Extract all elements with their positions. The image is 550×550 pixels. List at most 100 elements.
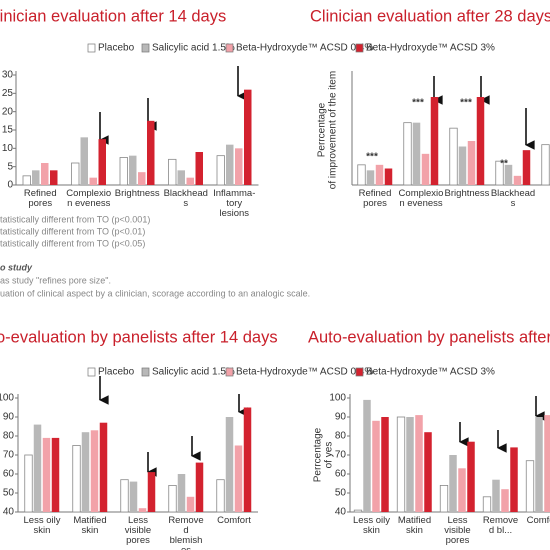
y-tick-label: 70 xyxy=(3,450,15,461)
bar xyxy=(421,153,430,185)
y-axis-label: Perrcentage xyxy=(313,427,324,482)
bar xyxy=(50,170,58,185)
y-tick-label: 70 xyxy=(335,450,347,461)
x-tick-label: Removed bl... xyxy=(482,515,519,536)
x-tick-label: Brightness xyxy=(114,188,160,199)
bar xyxy=(396,416,406,513)
y-tick-label: 80 xyxy=(335,431,347,442)
legend-label: Beta-Hydroxyde™ ACSD 3% xyxy=(366,367,495,378)
bar xyxy=(33,424,42,512)
x-tick-label: Blackheads xyxy=(490,188,536,209)
bar xyxy=(406,417,414,512)
bar xyxy=(168,484,177,513)
bar xyxy=(458,146,467,185)
x-tick-label: Complexion eveness xyxy=(398,188,444,209)
bar xyxy=(412,122,421,185)
bar xyxy=(504,164,513,185)
legend-label: Beta-Hydroxyde™ ACSD 0.4% xyxy=(236,367,373,378)
legend-label: Salicylic acid 1.5% xyxy=(152,367,235,378)
y-axis-label: Perrcentage xyxy=(317,102,328,157)
bar xyxy=(439,484,449,513)
bar xyxy=(243,407,252,512)
note: as study "refines pore size". xyxy=(0,275,111,285)
legend-swatch xyxy=(355,367,364,377)
y-tick-label: 10 xyxy=(2,143,14,154)
bar xyxy=(424,432,432,512)
chart-title: linician evaluation after 14 days xyxy=(0,7,226,25)
note: tatistically different from TO (p<0.01) xyxy=(0,226,145,236)
bar xyxy=(363,399,371,512)
x-tick-label: Less visible pores xyxy=(444,515,471,546)
x-tick-label: Infl xyxy=(536,189,550,199)
bar xyxy=(168,158,177,186)
bar xyxy=(186,496,195,512)
legend-swatch xyxy=(225,43,234,53)
bar xyxy=(81,432,90,512)
bar xyxy=(119,157,128,186)
bar xyxy=(458,468,466,512)
y-tick-label: 5 xyxy=(7,161,13,172)
x-tick-label: Matified skin xyxy=(73,515,107,536)
bar xyxy=(430,97,439,185)
note: uation of clinical aspect by a clinician… xyxy=(0,288,310,298)
x-tick-label: Refined pores xyxy=(358,188,392,209)
y-tick-label: 50 xyxy=(3,488,15,499)
legend-label: Beta-Hydroxyde™ ACSD 0.4% xyxy=(236,43,373,54)
y-tick-label: 40 xyxy=(3,507,15,518)
bar xyxy=(381,417,389,512)
chart-title: o-evaluation by panelists after 14 days xyxy=(0,328,278,346)
bar xyxy=(522,150,531,185)
x-tick-label: Matified skin xyxy=(397,515,432,536)
bar xyxy=(501,489,509,512)
bar xyxy=(235,148,243,185)
legend-swatch xyxy=(355,43,364,53)
bar xyxy=(482,496,492,513)
bar xyxy=(71,162,80,186)
y-tick-label: 15 xyxy=(2,125,14,136)
legend-label: Beta-Hydroxyde™ ACSD 3% xyxy=(366,43,495,54)
annotation: ** xyxy=(500,159,508,170)
bar xyxy=(147,120,155,185)
y-tick-label: 100 xyxy=(329,393,346,404)
bar xyxy=(510,447,518,512)
legend-swatch xyxy=(87,367,96,377)
bar xyxy=(138,508,147,512)
bar xyxy=(449,455,457,512)
chart-title: Auto-evaluation by panelists after 28 xyxy=(308,328,550,346)
y-tick-label: 50 xyxy=(335,488,347,499)
legend-label: Placebo xyxy=(98,43,135,54)
bar xyxy=(357,164,366,186)
bar xyxy=(476,97,485,185)
x-tick-label: Less visible pores xyxy=(124,515,152,546)
bar xyxy=(449,127,458,186)
bar xyxy=(244,89,252,185)
bar xyxy=(216,479,225,513)
bar xyxy=(195,462,204,512)
bar xyxy=(467,441,475,512)
bar xyxy=(24,454,33,513)
legend-swatch xyxy=(141,43,150,53)
bar xyxy=(544,415,550,512)
legend-label: Placebo xyxy=(98,367,135,378)
bar xyxy=(51,437,60,512)
bar xyxy=(375,164,384,185)
bar xyxy=(120,479,129,513)
bar xyxy=(177,474,186,512)
bar xyxy=(372,420,380,512)
bar xyxy=(138,172,146,185)
legend-swatch xyxy=(87,43,96,53)
bar xyxy=(492,479,500,512)
arrows xyxy=(99,66,545,477)
annotation: *** xyxy=(412,98,424,109)
legend-swatch xyxy=(225,367,234,377)
y-tick-label: 90 xyxy=(335,412,347,423)
note: tatistically different from TO (p<0.001) xyxy=(0,214,150,224)
x-tick-label: Inflamma-tory lesions xyxy=(213,188,256,219)
bar xyxy=(89,177,97,185)
bar xyxy=(513,175,522,185)
bar xyxy=(42,437,51,512)
annotation: *** xyxy=(460,98,472,109)
note: tatistically different from TO (p<0.05) xyxy=(0,238,145,248)
